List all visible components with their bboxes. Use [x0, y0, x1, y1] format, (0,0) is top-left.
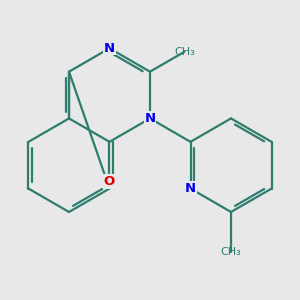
Text: CH₃: CH₃ — [174, 47, 195, 57]
Text: N: N — [144, 112, 156, 125]
Text: O: O — [104, 175, 115, 188]
Text: N: N — [104, 42, 115, 55]
Text: N: N — [185, 182, 196, 195]
Text: CH₃: CH₃ — [220, 247, 242, 257]
